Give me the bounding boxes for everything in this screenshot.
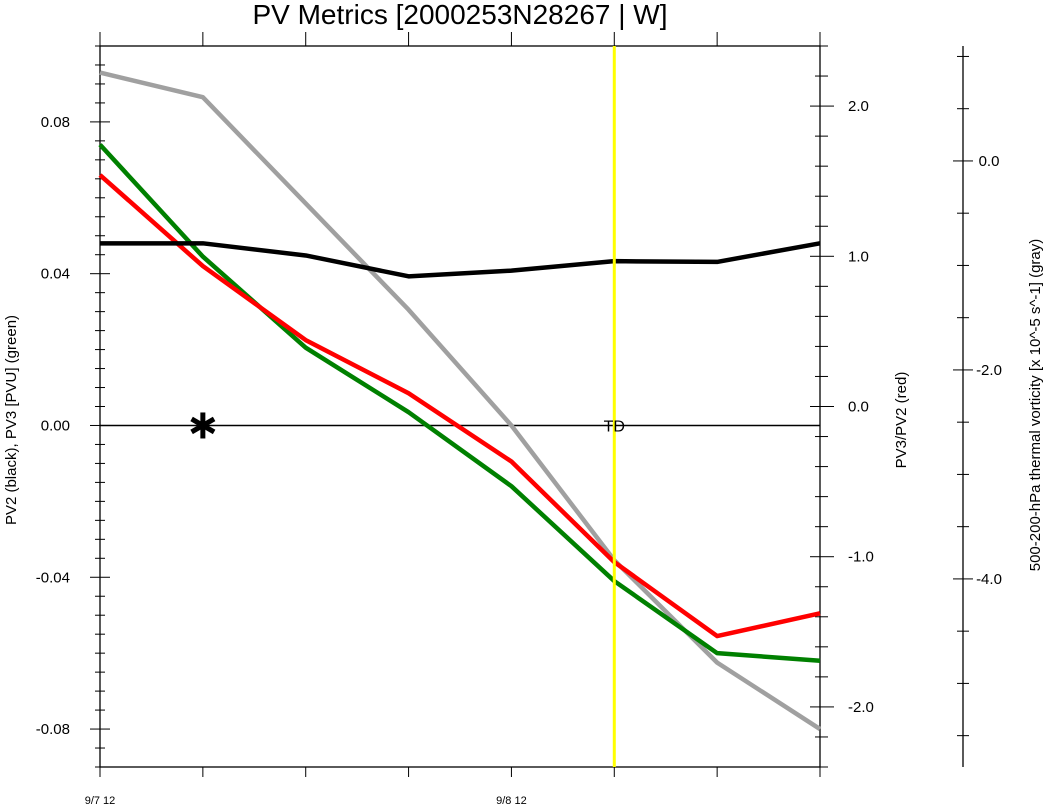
- right1-tick-label: 0.0: [848, 399, 869, 416]
- right1-tick-label: 2.0: [848, 98, 869, 115]
- left-tick-label: 0.08: [41, 114, 70, 131]
- right2-tick-label: -4.0: [976, 571, 1002, 588]
- series-line-gray: [99, 70, 822, 731]
- left-tick-label: -0.04: [36, 569, 70, 586]
- series-line-red: [98, 173, 821, 639]
- left-tick-label: 0.04: [41, 266, 70, 283]
- right2-tick-label: 0.0: [979, 153, 1000, 170]
- x-tick-label: 9/8 12: [496, 795, 527, 805]
- series-line-green: [98, 143, 821, 663]
- right1-tick-label: -2.0: [848, 699, 874, 716]
- series-line-black: [100, 241, 821, 279]
- right2-tick-label: -2.0: [976, 362, 1002, 379]
- left-tick-label: 0.00: [41, 417, 70, 434]
- chart-title: PV Metrics [2000253N28267 | W]: [252, 0, 667, 30]
- series-layer: [98, 70, 822, 731]
- axes-layer: 0.08 0.04 0.00 -0.04 -0.08 2.0 1.0 0.0 -1.0 -2.0 0…: [36, 32, 1002, 805]
- td-label: TD: [604, 418, 625, 435]
- left-axis-label: PV2 (black), PV3 [PVU] (green): [3, 315, 20, 525]
- right1-tick-label: -1.0: [848, 549, 874, 566]
- asterisk-marker: [190, 412, 216, 439]
- left-tick-label: -0.08: [36, 721, 70, 738]
- asterisk-stroke: [190, 416, 216, 435]
- annotations-layer: TD: [190, 46, 625, 767]
- right1-tick-label: 1.0: [848, 248, 869, 265]
- x-tick-label: 9/7 12: [85, 795, 116, 805]
- right-axis-label-ratio: PV3/PV2 (red): [893, 372, 910, 469]
- right-axis-label-thermal-vorticity: 500-200-hPa thermal vorticity [x 10^-5 s…: [1027, 239, 1044, 572]
